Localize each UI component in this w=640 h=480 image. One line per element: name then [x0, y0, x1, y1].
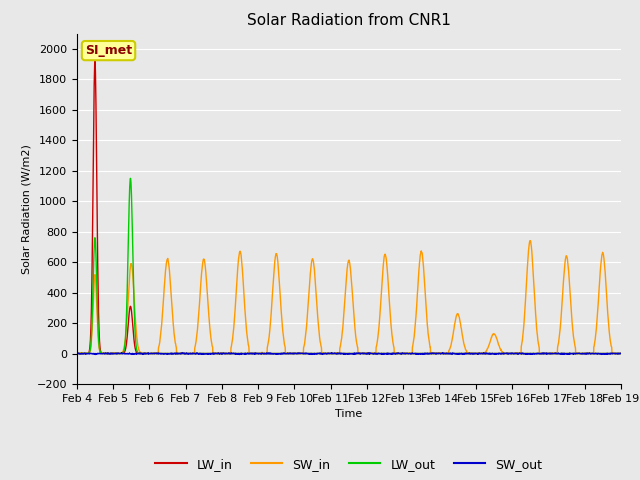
SW_out — [236, 352, 243, 358]
SW_in — [526, 238, 534, 244]
LW_in — [569, 351, 577, 357]
Legend: LW_in, SW_in, LW_out, SW_out: LW_in, SW_in, LW_out, SW_out — [150, 453, 547, 476]
SW_in — [73, 351, 81, 357]
LW_out — [127, 176, 134, 181]
LW_in — [507, 351, 515, 357]
SW_in — [584, 351, 592, 357]
LW_out — [73, 351, 81, 357]
LW_in — [73, 351, 81, 357]
LW_in — [365, 351, 372, 357]
Line: LW_in: LW_in — [77, 61, 621, 354]
X-axis label: Time: Time — [335, 409, 362, 419]
SW_out — [365, 350, 372, 356]
Line: LW_out: LW_out — [77, 179, 621, 354]
SW_out — [225, 350, 232, 356]
Y-axis label: Solar Radiation (W/m2): Solar Radiation (W/m2) — [21, 144, 31, 274]
Text: SI_met: SI_met — [85, 44, 132, 57]
LW_out — [569, 351, 577, 357]
SW_out — [617, 350, 625, 356]
LW_out — [376, 351, 384, 357]
Line: SW_out: SW_out — [77, 353, 621, 355]
LW_in — [91, 58, 99, 64]
LW_out — [365, 351, 372, 357]
SW_in — [225, 350, 232, 356]
SW_out — [584, 350, 592, 356]
Line: SW_in: SW_in — [77, 241, 621, 354]
SW_in — [617, 351, 625, 357]
LW_out — [225, 351, 232, 357]
SW_out — [570, 350, 577, 356]
LW_out — [584, 351, 592, 357]
Title: Solar Radiation from CNR1: Solar Radiation from CNR1 — [247, 13, 451, 28]
SW_in — [569, 328, 577, 334]
SW_in — [365, 351, 372, 357]
SW_out — [376, 351, 384, 357]
SW_out — [73, 350, 81, 356]
SW_out — [508, 351, 515, 357]
LW_in — [617, 351, 625, 357]
LW_out — [617, 351, 625, 357]
LW_in — [225, 351, 232, 357]
LW_in — [584, 351, 592, 357]
SW_out — [480, 350, 488, 356]
LW_in — [376, 351, 384, 357]
LW_out — [507, 351, 515, 357]
SW_in — [507, 351, 515, 357]
SW_in — [376, 308, 384, 314]
